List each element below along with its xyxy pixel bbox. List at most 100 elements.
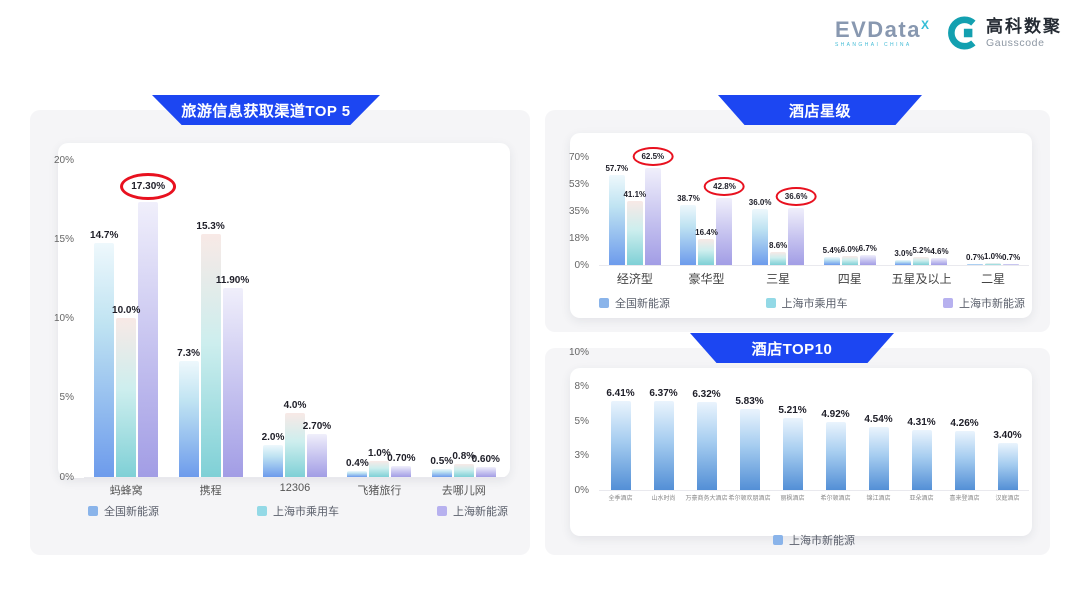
category-label: 三星 — [766, 272, 791, 286]
bar — [1003, 263, 1020, 265]
bar-slot: 38.7% — [677, 157, 700, 265]
bar-slot: 4.26% — [950, 352, 979, 490]
bar — [475, 467, 496, 477]
plot-area: 14.7% 10.0% 17.30% 蚂蜂窝 7.3% 15.3% 11.90% 携程 2.0%… — [84, 160, 506, 497]
chart-banner-hotel-star: 酒店星级 — [718, 95, 922, 125]
legend-item: 上海市新能源 — [773, 532, 855, 548]
bar-group: 4.26% 喜来登酒店 — [949, 352, 979, 502]
bar-group: 57.7% 41.1% 62.5% 经济型 — [605, 146, 674, 286]
value-label: 11.90% — [215, 274, 250, 286]
value-label-circled: 36.6% — [775, 187, 817, 207]
bar-group: 6.32% 万豪商务大酒店 — [685, 352, 727, 502]
bar-slot: 5.4% — [822, 157, 841, 265]
evdata-subtitle: SHANGHAI CHINA — [834, 41, 912, 48]
bar — [788, 208, 805, 265]
gausscode-logo: 高科数聚 Gausscode — [945, 16, 1062, 50]
bar-group: 14.7% 10.0% 17.30% 蚂蜂窝 — [90, 160, 177, 497]
chart-banner-travel-channels: 旅游信息获取渠道TOP 5 — [152, 95, 380, 125]
bar-slot: 36.0% — [749, 157, 771, 265]
category-label: 12306 — [279, 482, 311, 494]
bar-slot: 4.92% — [821, 352, 850, 490]
hotel-top10-section: 酒店TOP10 10% 8% 5% 3% 0% 6.41% 全季酒店 6.37% 山水时尚 6.… — [545, 333, 1050, 555]
bar-slot: 6.41% — [606, 352, 635, 490]
hotel-star-section: 酒店星级 70% 53% 35% 18% 0% 57.7% 41.1% 62.5% 经济型 38… — [545, 95, 1050, 332]
bar — [644, 167, 661, 265]
bar-group: 2.0% 4.0% 2.70% 12306 — [262, 160, 332, 494]
bar — [653, 401, 674, 490]
legend-item: 上海市新能源 — [943, 295, 1025, 311]
value-label: 7.3% — [177, 347, 200, 359]
bar-slot: 15.3% — [196, 160, 225, 477]
bar-slot: 57.7% — [605, 157, 628, 265]
category-label: 希尔顿欢朋酒店 — [728, 496, 771, 502]
travel-channels-chart: 20% 15% 10% 5% 0% 14.7% 10.0% 17.30% 蚂蜂窝 7.3% 15.… — [40, 155, 520, 555]
value-label: 0.7% — [1001, 252, 1021, 262]
category-label: 喜来登酒店 — [949, 496, 980, 502]
bar-slot: 4.31% — [907, 352, 936, 490]
bar — [178, 360, 199, 477]
value-label: 5.83% — [735, 395, 764, 407]
hotel-star-chart: 70% 53% 35% 18% 0% 57.7% 41.1% 62.5% 经济型 38.7% 16… — [555, 146, 1040, 332]
value-label: 6.0% — [840, 244, 859, 254]
bar — [610, 400, 631, 490]
category-label: 去哪儿网 — [441, 485, 486, 497]
bar — [782, 417, 803, 490]
bar — [716, 198, 733, 265]
bar — [391, 465, 412, 477]
category-label: 豪华型 — [688, 272, 725, 286]
category-label: 锦江酒店 — [866, 496, 891, 502]
legend-label: 全国新能源 — [104, 506, 159, 518]
value-label: 0.8% — [452, 451, 476, 463]
bar-slot: 0.8% — [452, 160, 476, 477]
legend: 全国新能源 上海市乘用车 上海新能源 — [88, 503, 508, 519]
legend-swatch — [437, 506, 447, 516]
legend-swatch — [943, 298, 953, 308]
value-label: 0.4% — [345, 457, 369, 469]
bar — [369, 461, 390, 477]
bar-slot: 11.90% — [216, 160, 249, 477]
legend: 全国新能源 上海市乘用车 上海市新能源 — [599, 295, 1025, 311]
category-label: 亚朵酒店 — [909, 496, 934, 502]
legend-item: 上海市乘用车 — [257, 503, 339, 519]
bar-slot: 8.6% — [769, 157, 788, 265]
bar — [859, 254, 876, 265]
bar-slot: 6.32% — [692, 352, 721, 490]
bar-slot: 36.6% — [775, 157, 817, 265]
legend-label: 上海市乘用车 — [781, 298, 848, 310]
value-label: 6.32% — [692, 389, 721, 401]
value-label: 4.0% — [283, 400, 307, 412]
legend-item: 全国新能源 — [88, 503, 159, 519]
legend-item: 上海新能源 — [437, 503, 508, 519]
bar-group: 0.7% 1.0% 0.7% 二星 — [965, 157, 1021, 286]
value-label: 3.40% — [993, 429, 1022, 441]
bar — [997, 442, 1018, 490]
value-label: 38.7% — [677, 193, 700, 203]
bar — [453, 464, 474, 477]
bar-group: 4.31% 亚朵酒店 — [907, 352, 936, 502]
category-label: 丽枫酒店 — [780, 496, 805, 502]
bar-slot: 3.0% — [894, 157, 913, 265]
value-label: 2.70% — [302, 421, 332, 433]
value-label: 0.7% — [965, 252, 985, 262]
value-label: 5.2% — [912, 245, 931, 255]
bar-group: 5.21% 丽枫酒店 — [778, 352, 806, 502]
value-label: 57.7% — [605, 164, 629, 174]
bar-slot: 0.4% — [345, 160, 369, 477]
bar-slot: 16.4% — [695, 157, 718, 265]
category-label: 万豪商务大酒店 — [685, 496, 728, 502]
bar — [138, 201, 159, 477]
bar — [752, 208, 769, 265]
value-label: 8.6% — [769, 240, 788, 250]
category-label: 飞猪旅行 — [357, 485, 402, 497]
bar-slot: 1.0% — [984, 157, 1002, 265]
value-label: 5.4% — [822, 245, 841, 255]
legend-label: 上海市新能源 — [959, 298, 1025, 310]
value-label-circled: 42.8% — [704, 177, 745, 197]
bar — [626, 201, 643, 265]
bar-group: 7.3% 15.3% 11.90% 携程 — [177, 160, 249, 497]
bar-slot: 4.54% — [864, 352, 893, 490]
bar-slot: 4.0% — [283, 160, 307, 477]
bar-group: 6.41% 全季酒店 — [606, 352, 635, 502]
bar — [895, 260, 912, 265]
legend-label: 全国新能源 — [615, 298, 670, 310]
